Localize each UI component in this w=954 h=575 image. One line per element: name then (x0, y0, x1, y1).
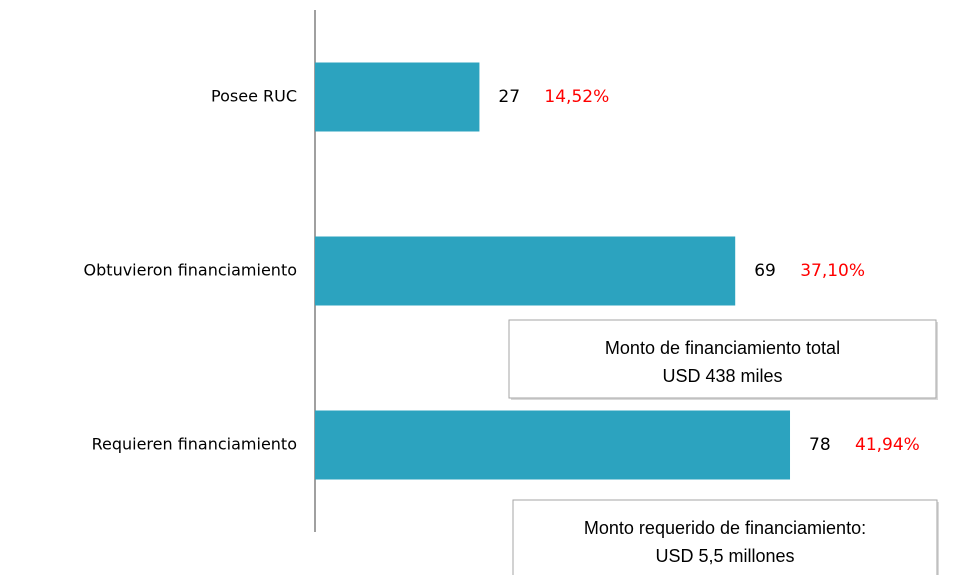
category-label: Posee RUC (211, 87, 297, 106)
percentage-label: 14,52% (544, 87, 609, 107)
category-label: Requieren financiamiento (92, 435, 297, 454)
annotation-text: Monto requerido de financiamiento: (584, 518, 866, 538)
percentage-label: 37,10% (800, 261, 865, 281)
bar (315, 410, 791, 480)
annotation-text: Monto de financiamiento total (605, 338, 840, 358)
annotation-text: USD 438 miles (662, 366, 782, 386)
bar (315, 62, 480, 132)
value-label: 78 (809, 435, 831, 455)
annotation-box (512, 499, 938, 575)
value-label: 69 (754, 261, 776, 281)
category-label: Obtuvieron financiamiento (84, 261, 297, 280)
annotation-box (508, 319, 937, 399)
bar (315, 236, 736, 306)
annotation-text: USD 5,5 millones (655, 546, 794, 566)
value-label: 27 (498, 87, 520, 107)
percentage-label: 41,94% (855, 435, 920, 455)
